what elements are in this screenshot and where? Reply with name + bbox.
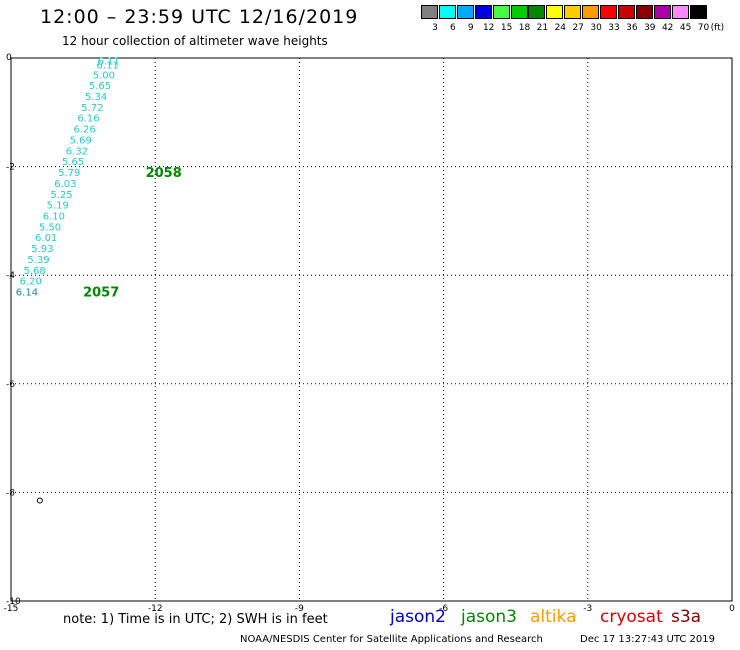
y-tick-label: -6	[6, 380, 15, 390]
legend-swatch	[474, 5, 492, 19]
legend-swatch	[546, 5, 564, 19]
legend-swatch	[653, 5, 671, 19]
legend-swatch	[582, 5, 600, 19]
legend-level-label: 27	[572, 23, 584, 33]
legend-level-label: 24	[554, 23, 567, 33]
legend-level-label: 9	[467, 23, 474, 33]
chart-subtitle: 12 hour collection of altimeter wave hei…	[62, 34, 328, 48]
x-tick-label: -3	[583, 604, 592, 614]
legend-swatch	[564, 5, 582, 19]
wave-height-label: 6.03	[54, 179, 76, 190]
chart-title: 12:00 – 23:59 UTC 12/16/2019	[40, 6, 359, 28]
x-tick-label: -12	[148, 604, 163, 614]
y-tick-label: 0	[6, 53, 12, 63]
wave-height-label: 5.25	[50, 190, 72, 201]
credit-line: NOAA/NESDIS Center for Satellite Applica…	[240, 634, 543, 645]
legend-swatch	[510, 5, 528, 19]
wave-height-label: 5.72	[81, 103, 103, 114]
plot-frame	[10, 57, 733, 602]
legend-swatch	[528, 5, 546, 19]
wave-height-label: 5.79	[58, 168, 80, 179]
wave-height-label: 5.65	[89, 81, 111, 92]
y-tick-label: -8	[6, 488, 15, 498]
x-tick-label: 0	[729, 604, 735, 614]
pass-number-label: 2057	[83, 285, 119, 300]
wave-height-label: 6.10	[43, 211, 65, 222]
satellite-label-altika: altika	[530, 607, 577, 627]
legend-level-label: 21	[536, 23, 549, 33]
generated-timestamp: Dec 17 13:27:43 UTC 2019	[580, 634, 715, 645]
wave-height-label: 5.00	[93, 70, 115, 81]
wave-height-label: 6.11	[98, 57, 120, 68]
wave-height-label: 5.50	[39, 222, 61, 233]
x-tick-label: -15	[4, 604, 19, 614]
legend-swatch	[689, 5, 707, 19]
wave-height-label: 6.01	[35, 233, 57, 244]
legend-swatch	[635, 5, 653, 19]
legend-level-label: 45	[679, 23, 692, 33]
wave-height-label: 5.19	[47, 201, 69, 212]
legend-level-label: 3	[432, 23, 438, 33]
legend-swatch	[492, 5, 510, 19]
legend-swatch	[671, 5, 689, 19]
pass-number-label: 2058	[146, 166, 182, 181]
legend-swatch	[421, 5, 438, 19]
wave-height-label: 5.93	[31, 244, 53, 255]
wave-height-label: 5.65	[62, 157, 84, 168]
satellite-label-cryosat: cryosat	[600, 607, 663, 627]
satellite-label-jason3: jason3	[461, 607, 517, 627]
legend-level-label: 33	[608, 23, 620, 33]
legend-swatch	[600, 5, 617, 19]
wave-height-label: 6.26	[73, 125, 95, 136]
legend-level-label: 12	[482, 23, 495, 33]
legend-swatch	[456, 5, 474, 19]
y-tick-label: -2	[6, 163, 15, 173]
legend-level-label: 15	[500, 23, 513, 33]
satellite-label-jason2: jason2	[390, 607, 446, 627]
footer-note: note: 1) Time is in UTC; 2) SWH is in fe…	[63, 612, 328, 627]
y-tick-label: -4	[6, 271, 15, 281]
wave-height-label: 5.68	[23, 266, 45, 277]
wave-height-label: 6.11	[97, 61, 119, 72]
x-tick-label: -9	[295, 604, 304, 614]
wave-height-label: 5.69	[70, 135, 92, 146]
legend-unit-label: (ft)	[710, 23, 725, 33]
legend-level-label: 6	[450, 23, 456, 33]
satellite-label-s3a: s3a	[671, 607, 702, 627]
wave-height-label: 6.14	[16, 287, 38, 298]
legend-level-label: 36	[626, 23, 638, 33]
legend-level-label: 70	[697, 23, 710, 33]
wave-height-label: 5.39	[27, 255, 49, 266]
legend-swatch	[617, 5, 635, 19]
wave-height-label: 6.20	[20, 277, 42, 288]
legend-level-label: 18	[518, 23, 531, 33]
legend-level-label: 30	[590, 23, 602, 33]
position-marker	[36, 497, 43, 504]
wave-height-label: 6.32	[66, 146, 88, 157]
legend-swatch	[438, 5, 456, 19]
legend-level-label: 39	[644, 23, 656, 33]
y-tick-label: -10	[6, 597, 21, 607]
wave-height-label: 6.16	[77, 114, 99, 125]
wave-height-label: 5.34	[85, 92, 107, 103]
x-tick-label: -6	[439, 604, 448, 614]
legend-level-label: 42	[661, 23, 674, 33]
